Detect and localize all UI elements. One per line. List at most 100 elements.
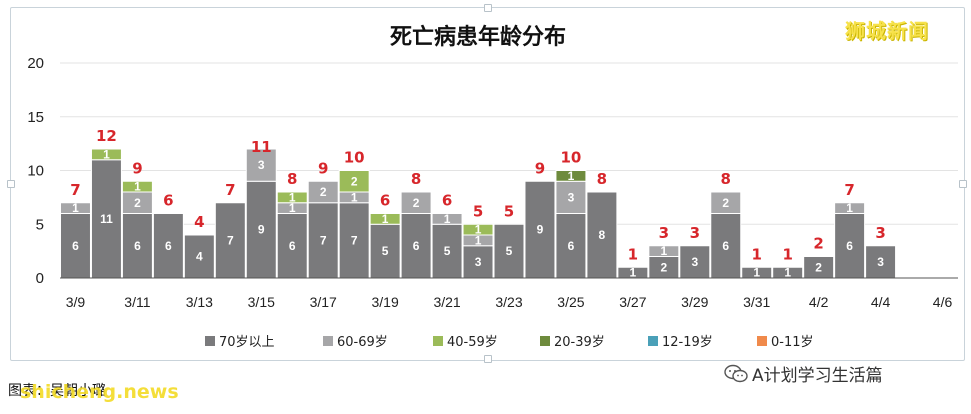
resize-handle-left[interactable] (7, 180, 15, 188)
total-value-label: 4 (194, 213, 204, 231)
total-value-label: 1 (782, 245, 792, 263)
legend-label: 20-39岁 (554, 335, 605, 350)
total-value-label: 1 (628, 245, 638, 263)
bar-segment (431, 213, 463, 225)
total-value-label: 3 (875, 224, 885, 242)
legend-swatch (540, 336, 550, 346)
total-value-label: 7 (70, 181, 80, 199)
segment-value-label: 1 (568, 169, 575, 183)
chart-title: 死亡病患年龄分布 (390, 24, 566, 50)
account-label: A计划学习生活篇 (752, 366, 883, 386)
segment-value-label: 2 (413, 196, 420, 210)
segment-value-label: 3 (475, 255, 482, 269)
total-value-label: 6 (442, 192, 452, 210)
wechat-icon (724, 364, 748, 383)
x-tick-label: 3/23 (495, 294, 522, 310)
bar-segment (307, 202, 339, 279)
x-tick-label: 3/9 (66, 294, 86, 310)
segment-value-label: 6 (72, 239, 79, 253)
total-value-label: 10 (344, 149, 365, 167)
segment-value-label: 1 (784, 266, 791, 280)
bar-segment (648, 245, 680, 257)
grid-layer (60, 62, 958, 225)
segment-value-label: 6 (846, 239, 853, 253)
segment-value-label: 1 (660, 244, 667, 258)
legend-label: 40-59岁 (447, 335, 498, 350)
bar-segment (90, 148, 122, 161)
bar-segment (710, 191, 742, 214)
segment-value-label: 5 (382, 244, 389, 258)
legend-label: 70岁以上 (219, 335, 275, 350)
x-tick-label: 3/31 (743, 294, 770, 310)
segment-value-label: 1 (289, 201, 296, 215)
label-layer: 6171111262196644779311611872971210516628… (70, 127, 886, 280)
segment-value-label: 6 (134, 239, 141, 253)
bar-segment (400, 191, 432, 214)
total-value-label: 3 (690, 224, 700, 242)
segment-value-label: 11 (100, 212, 113, 226)
bar-layer (60, 148, 897, 279)
x-tick-label: 3/29 (681, 294, 708, 310)
x-tick-label: 3/11 (124, 294, 150, 310)
total-value-label: 8 (287, 170, 297, 188)
bar-segment (431, 223, 463, 279)
x-tick-label: 3/17 (310, 294, 337, 310)
total-value-label: 5 (504, 202, 514, 220)
legend-swatch (205, 336, 215, 346)
segment-value-label: 3 (877, 255, 884, 269)
y-tick-label: 10 (27, 163, 44, 180)
segment-value-label: 1 (846, 201, 853, 215)
segment-value-label: 2 (722, 196, 729, 210)
resize-handle-top[interactable] (484, 4, 492, 12)
segment-value-label: 1 (475, 223, 482, 237)
segment-value-label: 1 (753, 266, 760, 280)
total-value-label: 6 (380, 192, 390, 210)
bar-segment (586, 191, 618, 279)
segment-value-label: 7 (227, 233, 234, 247)
resize-handle-bottom[interactable] (484, 355, 492, 363)
segment-value-label: 7 (351, 233, 358, 247)
y-tick-label: 15 (27, 109, 44, 126)
x-tick-label: 3/21 (433, 294, 460, 310)
segment-value-label: 2 (134, 196, 141, 210)
legend-label: 0-11岁 (771, 335, 814, 350)
segment-value-label: 9 (258, 223, 265, 237)
watermark-bottom: shicheng.news (20, 381, 179, 403)
segment-value-label: 3 (691, 255, 698, 269)
bar-segment (276, 191, 308, 204)
bar-segment (369, 223, 401, 279)
segment-value-label: 1 (382, 212, 389, 226)
bar-segment (834, 213, 866, 279)
total-value-label: 9 (318, 159, 328, 177)
segment-value-label: 1 (103, 147, 110, 161)
bar-segment (121, 180, 153, 193)
x-tick-label: 4/6 (933, 294, 953, 310)
x-tick-label: 3/13 (186, 294, 213, 310)
bar-segment (555, 170, 587, 182)
x-tick-label: 3/19 (372, 294, 399, 310)
bar-segment (245, 180, 277, 279)
bar-segment (369, 213, 401, 225)
y-tick-label: 5 (36, 216, 44, 233)
segment-value-label: 1 (134, 180, 141, 194)
segment-value-label: 2 (660, 260, 667, 274)
total-value-label: 7 (844, 181, 854, 199)
total-value-label: 6 (163, 192, 173, 210)
chart-frame[interactable] (7, 4, 967, 363)
y-tick-label: 0 (36, 270, 44, 287)
segment-value-label: 6 (413, 239, 420, 253)
segment-value-label: 8 (599, 228, 606, 242)
bar-segment (555, 180, 587, 214)
x-tick-label: 3/25 (557, 294, 584, 310)
total-value-label: 9 (132, 159, 142, 177)
watermark-top: 狮城新闻 (845, 19, 929, 43)
segment-value-label: 6 (289, 239, 296, 253)
bar-segment (60, 213, 91, 279)
resize-handle-right[interactable] (959, 180, 967, 188)
account-name: A计划学习生活篇 (724, 361, 883, 386)
segment-value-label: 6 (165, 239, 172, 253)
legend-label: 12-19岁 (662, 335, 713, 350)
bar-segment (865, 245, 897, 279)
segment-value-label: 4 (196, 250, 203, 264)
